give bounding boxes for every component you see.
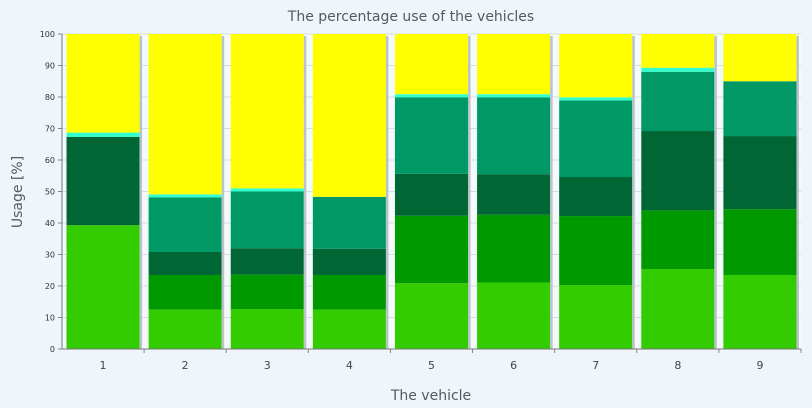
bar-shadow	[385, 36, 389, 349]
bar-shadow	[632, 36, 635, 349]
x-tick-label: 8	[674, 359, 681, 372]
bar-segment	[148, 197, 222, 252]
bar-segment	[66, 225, 140, 349]
axes: 0 10 20 30 40 50 60 70 80 90 100 1 2 3 4 5 6 7 8 9	[40, 30, 802, 372]
bar-segment	[66, 137, 140, 226]
y-tick-label: 30	[45, 251, 55, 260]
bar-segment	[559, 100, 633, 178]
bar-segment	[394, 215, 469, 284]
bar-segment	[723, 136, 797, 210]
bar-segment	[477, 34, 551, 95]
bar-shadow	[139, 36, 143, 349]
x-tick-label: 4	[346, 359, 353, 372]
bar-segment	[559, 285, 633, 349]
bar-segment	[723, 274, 797, 349]
x-tick-label: 3	[264, 359, 271, 372]
y-tick-label: 10	[45, 314, 55, 323]
bar-segment	[312, 274, 386, 310]
y-tick-label: 20	[45, 282, 55, 291]
bar-segment	[641, 71, 715, 132]
bar-segment	[312, 248, 386, 275]
bar-segment	[723, 209, 797, 275]
x-tick-label: 7	[592, 359, 599, 372]
bar-shadow	[221, 36, 225, 349]
bar-segment	[230, 191, 304, 249]
bar-shadow	[550, 36, 553, 349]
bar-segment	[148, 251, 222, 275]
bar-segment	[394, 97, 469, 174]
bar-segment	[559, 34, 633, 98]
y-tick-label: 100	[40, 30, 55, 39]
bar-segment	[641, 210, 715, 269]
x-tick-label: 2	[182, 359, 189, 372]
bar-segment	[394, 283, 469, 349]
y-tick-label: 70	[45, 125, 55, 134]
y-tick-label: 80	[45, 93, 55, 102]
bars	[66, 34, 799, 349]
bar-segment	[477, 97, 551, 175]
bar-segment	[641, 34, 715, 68]
bar-segment	[559, 97, 633, 101]
bar-segment	[394, 94, 469, 98]
bar-segment	[394, 34, 469, 95]
bar-segment	[230, 308, 304, 349]
bar-segment	[477, 174, 551, 215]
bar-shadow	[303, 36, 307, 349]
bar-segment	[559, 216, 633, 286]
bar-shadow	[796, 36, 799, 349]
y-tick-label: 0	[50, 345, 55, 354]
chart-title: The percentage use of the vehicles	[287, 9, 534, 25]
bar-segment	[230, 248, 304, 275]
y-tick-label: 60	[45, 156, 55, 165]
bar-segment	[312, 34, 386, 197]
bar-segment	[312, 196, 386, 249]
bar-segment	[477, 94, 551, 98]
bar-segment	[477, 214, 551, 283]
bar-segment	[148, 194, 222, 198]
x-tick-label: 1	[100, 359, 107, 372]
bar-segment	[148, 309, 222, 349]
bar-segment	[148, 274, 222, 310]
bar-shadow	[468, 36, 471, 349]
bar-segment	[641, 131, 715, 211]
bar-segment	[230, 274, 304, 309]
y-tick-label: 50	[45, 188, 55, 197]
bar-segment	[66, 132, 140, 138]
bar-segment	[559, 177, 633, 217]
bar-segment	[230, 34, 304, 189]
bar-segment	[641, 268, 715, 349]
bar-segment	[477, 282, 551, 349]
x-tick-label: 6	[510, 359, 517, 372]
bar-segment	[394, 173, 469, 216]
bar-segment	[230, 188, 304, 192]
y-tick-label: 40	[45, 219, 55, 228]
bar-segment	[641, 67, 715, 72]
bar-segment	[312, 309, 386, 349]
x-tick-label: 9	[756, 359, 763, 372]
bar-segment	[66, 34, 140, 133]
bar-segment	[723, 81, 797, 137]
bar-segment	[723, 34, 797, 82]
x-axis-label: The vehicle	[390, 388, 471, 404]
bar-shadow	[714, 36, 717, 349]
y-tick-label: 90	[45, 62, 55, 71]
x-tick-label: 5	[428, 359, 435, 372]
bar-segment	[148, 34, 222, 195]
y-axis-label: Usage [%]	[10, 156, 26, 228]
